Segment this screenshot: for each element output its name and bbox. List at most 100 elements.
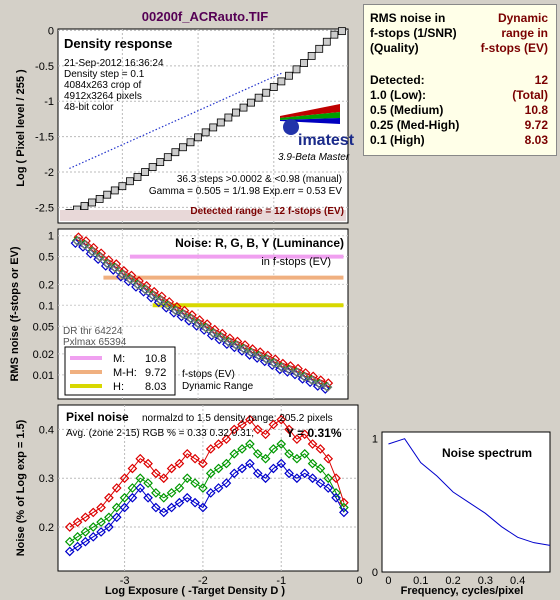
pixel-noise-marker — [72, 541, 83, 552]
summary-row: 1.0 (Low): (Total) — [370, 88, 548, 103]
x-tick-label: 0 — [357, 575, 363, 587]
pixel-noise-marker — [111, 502, 122, 513]
summary-row-label: 0.25 (Med-High) — [370, 118, 460, 132]
data-marker — [269, 83, 278, 91]
legend-right-2: Dynamic Range — [182, 381, 254, 392]
pixel-noise-marker — [198, 502, 208, 513]
pixel-noise-marker — [229, 424, 240, 435]
x-tick-label: 0.1 — [413, 575, 428, 587]
noise-marker — [216, 332, 227, 343]
noise-marker — [140, 285, 151, 295]
pixel-noise-marker — [323, 483, 334, 493]
data-marker — [285, 71, 293, 80]
noise-marker — [178, 309, 189, 320]
pixel-noise-marker — [237, 444, 247, 454]
pixel-noise-marker — [323, 473, 334, 484]
pixel-noise-marker — [96, 502, 106, 513]
summary-row: 0.25 (Med-High) 9.72 — [370, 118, 548, 133]
figure-title: 00200f_ACRauto.TIF — [142, 9, 268, 24]
noise-marker — [262, 354, 272, 365]
noise-legend: M: 10.8 M-H: 9.72 H: 8.03 — [64, 346, 176, 396]
pixel-noise-marker — [205, 444, 216, 454]
pixel-noise-marker — [151, 488, 161, 498]
pixel-noise-marker — [205, 488, 216, 498]
data-marker — [126, 177, 134, 186]
noise-title: Noise: R, G, B, Y (Luminance) — [175, 236, 344, 250]
pixel-noise-marker — [284, 468, 294, 479]
dr-threshold: DR thr 64224 — [63, 326, 123, 337]
summary-row-label: Detected: — [370, 73, 425, 87]
noise-marker — [80, 240, 91, 250]
summary-header-left-2: f-stops (1/SNR) — [370, 26, 457, 40]
pixel-noise-marker — [143, 492, 153, 503]
pixel-noise-marker — [80, 527, 91, 537]
data-marker — [315, 44, 324, 53]
data-marker — [322, 37, 331, 46]
summary-row: Detected: 12 — [370, 73, 548, 88]
pixel-noise-marker — [331, 473, 341, 484]
density-stats-1: 36.3 steps >0.0002 & <0.98 (manual) — [177, 174, 342, 185]
pixel-noise-marker — [284, 448, 294, 459]
noise-marker — [292, 367, 303, 378]
pixel-noise-marker — [292, 473, 302, 484]
density-panel: 0 -0.5 -1 -1.5 -2 -2.5 Density response 21-Se… — [15, 25, 355, 224]
noise-ylabel: RMS noise (f-stops or EV) — [9, 246, 21, 381]
data-marker — [103, 190, 112, 199]
noise-marker — [103, 259, 113, 269]
pixel-noise-marker — [190, 478, 200, 488]
reference-line — [69, 72, 282, 170]
pixel-noise-marker — [127, 483, 138, 493]
pixel-noise-marker — [299, 429, 310, 440]
data-marker — [110, 186, 119, 195]
pixel-noise-marker — [174, 497, 185, 508]
x-tick-label: -3 — [120, 575, 130, 587]
legend-value: 8.03 — [145, 381, 166, 393]
pixel-noise-marker — [158, 507, 169, 518]
noise-marker — [254, 351, 265, 361]
summary-row: 0.1 (High) 8.03 — [370, 133, 548, 148]
pixel-noise-xlabel: Log Exposure ( -Target Density D ) — [105, 585, 285, 597]
pixel-noise-marker — [307, 473, 318, 484]
pixel-noise-marker — [276, 414, 287, 425]
density-title: Density response — [64, 36, 172, 51]
noise-marker — [95, 252, 106, 263]
pixel-noise-marker — [104, 522, 114, 532]
data-marker — [88, 198, 96, 207]
summary-header-left: RMS noise in f-stops (1/SNR) (Quality) — [370, 11, 470, 56]
pixel-noise-marker — [198, 458, 208, 469]
data-marker — [232, 108, 240, 117]
summary-row-value: 12 — [534, 73, 548, 87]
noise-marker — [110, 263, 121, 273]
pixel-noise-marker — [64, 546, 75, 557]
pixel-noise-marker — [135, 473, 146, 484]
pixel-noise-marker — [135, 453, 146, 464]
pixel-noise-marker — [292, 434, 302, 445]
summary-row-label: 0.1 (High) — [370, 133, 425, 147]
legend-label: M: — [113, 353, 125, 365]
density-info-line: 21-Sep-2012 16:36:24 — [64, 58, 164, 69]
noise-marker — [246, 348, 257, 358]
pixel-noise-marker — [182, 492, 193, 503]
data-marker — [307, 52, 316, 60]
noise-marker — [322, 382, 333, 392]
data-marker — [262, 88, 271, 97]
pixel-noise-marker — [268, 444, 279, 454]
pixel-noise-y: Y = 0.31% — [286, 426, 342, 440]
summary-header-left-3: (Quality) — [370, 41, 419, 55]
pixel-noise-normalized: normalzd to 1.5 density range: 205.2 pix… — [142, 413, 333, 424]
y-tick-label: 0.2 — [39, 279, 54, 291]
density-ylabel: Log ( Pixel level / 255 ) — [15, 69, 27, 187]
data-marker — [194, 133, 202, 142]
noise-marker — [87, 246, 98, 257]
data-marker — [163, 153, 172, 162]
y-tick-label: 0 — [48, 25, 54, 37]
pixel-noise-marker — [315, 478, 326, 488]
pixel-noise-marker — [96, 527, 106, 537]
summary-header-right-1: Dynamic — [497, 11, 548, 25]
noise-marker — [96, 248, 107, 259]
pixel-noise-marker — [190, 453, 200, 464]
pixel-noise-ylabel: Noise (% of Log exp = 1.5) — [15, 419, 27, 556]
noise-marker — [125, 274, 136, 285]
spectrum-xlabel: Frequency, cycles/pixel — [401, 585, 524, 597]
